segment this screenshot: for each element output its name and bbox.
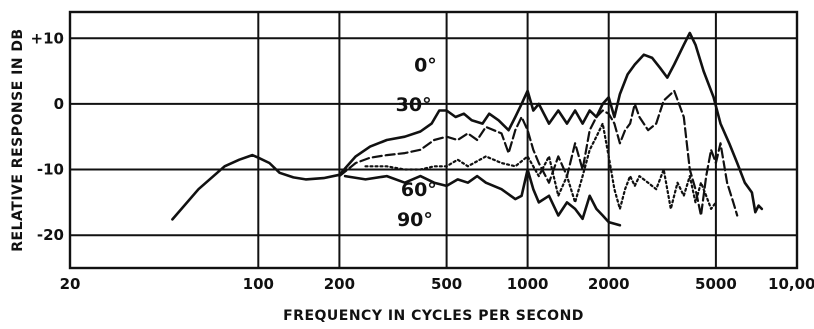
x-tick-label: 500 <box>431 275 462 293</box>
x-axis-title: FREQUENCY IN CYCLES PER SECOND <box>283 308 584 324</box>
y-tick-label: 0 <box>54 95 64 113</box>
series-line-2 <box>338 89 739 217</box>
y-tick-label: +10 <box>31 29 64 47</box>
x-tick-labels: 20 100 200 500 1000 2000 5000 10,000 <box>60 275 814 293</box>
y-axis-title: RELATIVE RESPONSE IN DB <box>10 28 26 251</box>
y-tick-label: -10 <box>37 161 64 179</box>
x-tick-label: 200 <box>324 275 355 293</box>
x-tick-label: 2000 <box>588 275 630 293</box>
x-tick-label: 5000 <box>695 275 737 293</box>
x-tick-label: 20 <box>60 275 81 293</box>
y-tick-label: -20 <box>37 226 64 244</box>
series-label-2: 30° <box>396 94 432 116</box>
series-label-1: 0° <box>414 55 437 77</box>
series-label-4: 90° <box>397 209 433 231</box>
series-line-3 <box>364 122 717 210</box>
series-line-4 <box>343 168 622 227</box>
grid <box>68 10 799 270</box>
plot-frame <box>68 10 799 270</box>
x-tick-label: 1000 <box>507 275 549 293</box>
x-tick-label: 100 <box>243 275 274 293</box>
series-labels: 0° 30° 60° 90° <box>396 55 437 231</box>
series-line-1 <box>171 31 764 221</box>
series-label-3: 60° <box>401 179 437 201</box>
series-group <box>171 31 764 227</box>
x-tick-label: 10,000 <box>768 275 814 293</box>
y-tick-labels: +10 0 -10 -20 <box>31 29 64 244</box>
